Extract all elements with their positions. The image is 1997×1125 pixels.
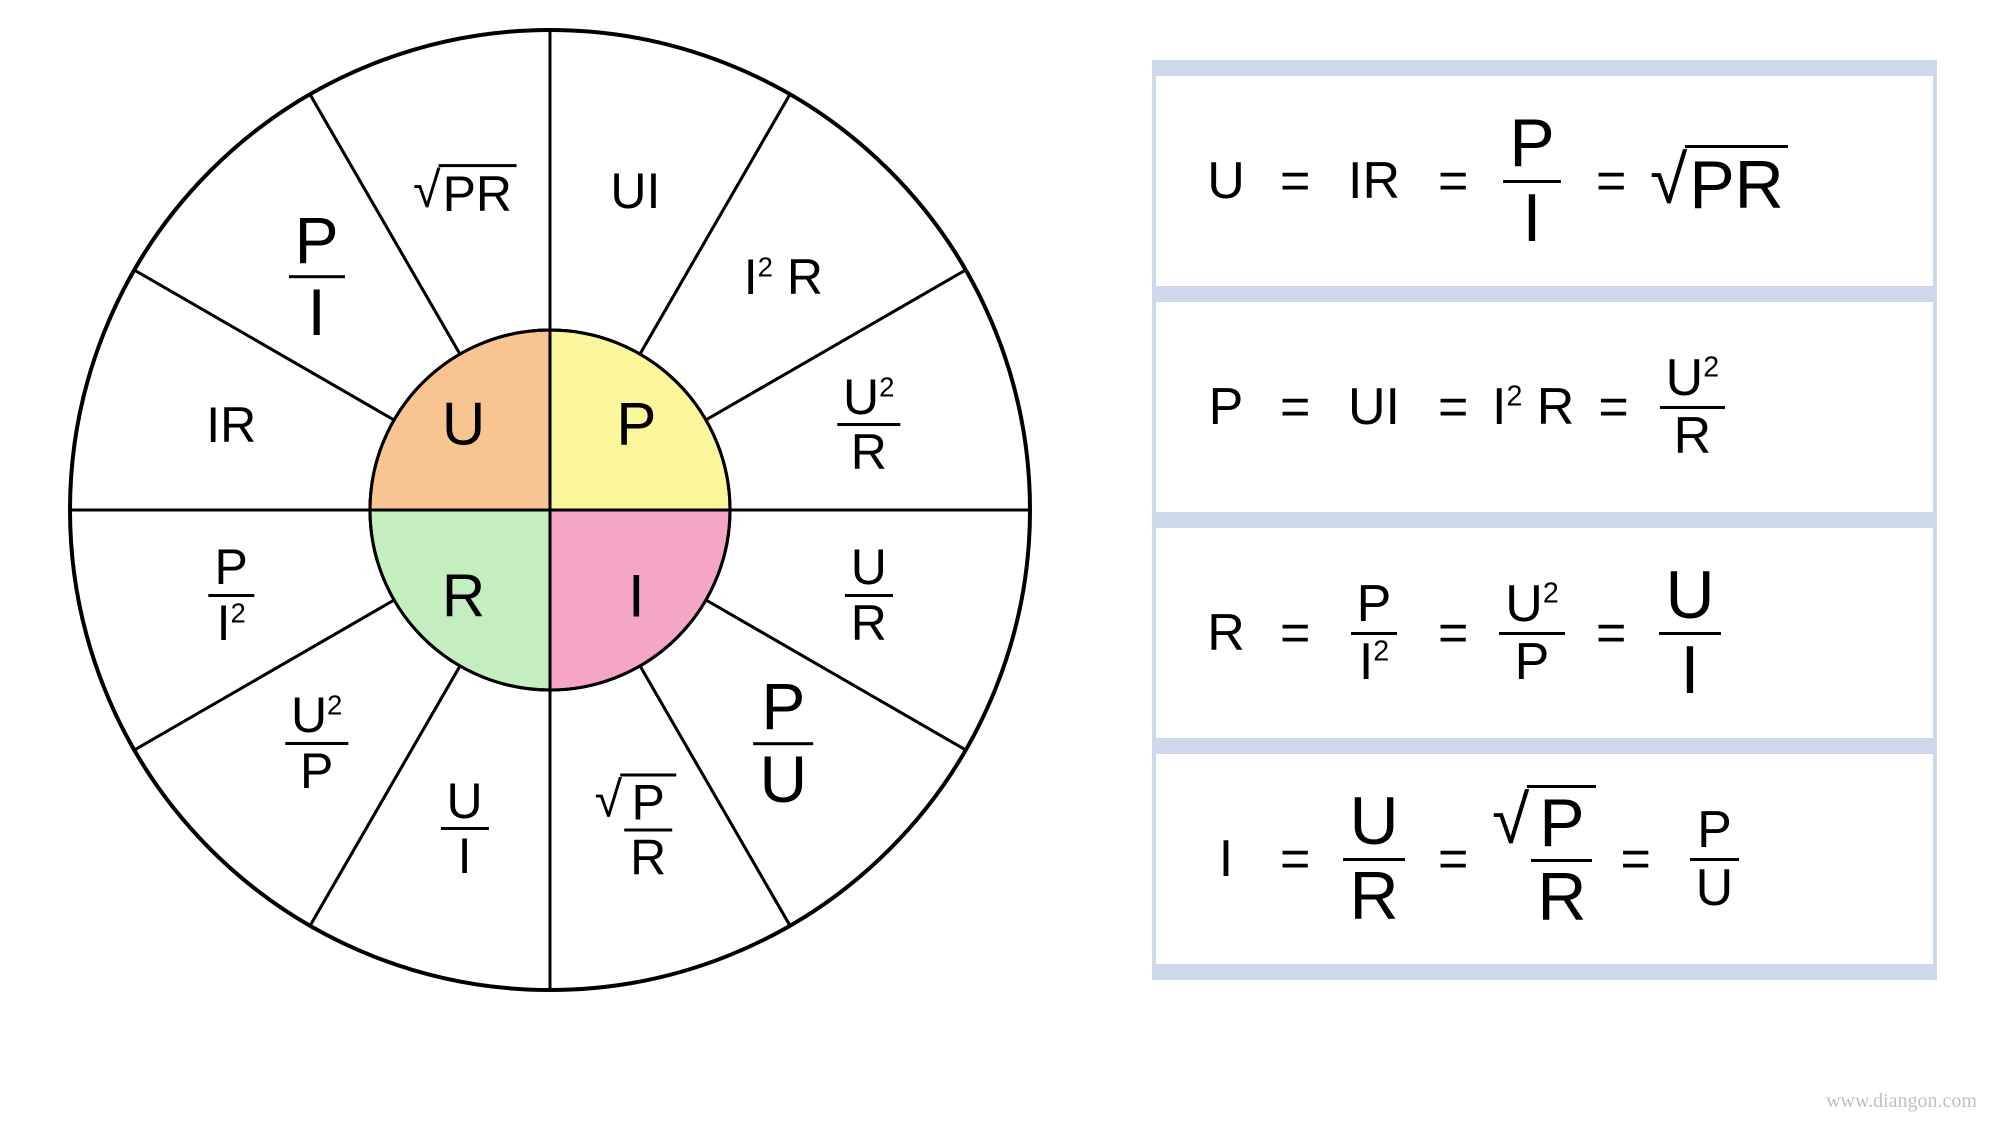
equation-row-u: U = IR = PI = √PR (1152, 76, 1937, 286)
wheel-seg-i-0: UR (845, 541, 893, 649)
eq-divider (1152, 512, 1937, 528)
equals-sign: = (1280, 603, 1310, 663)
eq-term: UR (1334, 786, 1414, 932)
equals-sign: = (1438, 377, 1468, 437)
eq-term: U2R (1652, 351, 1732, 463)
eq-term: IR (1334, 151, 1414, 211)
equals-sign: = (1620, 829, 1650, 889)
eq-divider (1152, 964, 1937, 980)
eq-lhs: U (1196, 151, 1256, 211)
equation-row-p: P = UI = I2 R = U2R (1152, 302, 1937, 512)
eq-term: PI (1492, 108, 1572, 254)
equation-row-r: R = PI2 = U2P = UI (1152, 528, 1937, 738)
wheel-core-r: R (442, 562, 485, 631)
wheel-seg-r-1: U2P (285, 689, 348, 797)
equals-sign: = (1596, 603, 1626, 663)
ohms-law-wheel: U P R I UI I2 R U2R UR PU √PR UI U2P PI2 IR PI √PR (50, 10, 1050, 1010)
eq-divider (1152, 60, 1937, 76)
equations-column: U = IR = PI = √PR P = UI = I2 R = U2R R = PI2 = U2P = UI I = UR… (1152, 60, 1937, 980)
wheel-seg-p-0: UI (610, 162, 660, 220)
wheel-seg-u-0: IR (206, 396, 256, 454)
eq-term: √PR (1650, 140, 1788, 223)
wheel-core-u: U (442, 389, 485, 458)
wheel-seg-p-1: I2 R (744, 248, 823, 306)
eq-divider (1152, 738, 1937, 754)
eq-term: PU (1674, 803, 1754, 915)
wheel-seg-r-2: PI2 (209, 541, 254, 649)
eq-lhs: R (1196, 603, 1256, 663)
eq-term: UI (1334, 377, 1414, 437)
equals-sign: = (1438, 829, 1468, 889)
eq-term: I2 R (1492, 377, 1574, 437)
page: UPRIUII2 RU2RURPU√PRUIU2PPI2IRPI√PR U=IR… (0, 0, 1997, 1125)
wheel-seg-i-1: PU (754, 673, 814, 815)
eq-divider (1152, 286, 1937, 302)
eq-term: PI2 (1334, 577, 1414, 689)
wheel-core-i: I (628, 562, 645, 631)
equals-sign: = (1438, 151, 1468, 211)
equals-sign: = (1596, 151, 1626, 211)
equation-row-i: I = UR = √PR = PU (1152, 754, 1937, 964)
wheel-core-p: P (616, 389, 656, 458)
eq-lhs: I (1196, 829, 1256, 889)
equals-sign: = (1438, 603, 1468, 663)
equals-sign: = (1280, 377, 1310, 437)
equals-sign: = (1598, 377, 1628, 437)
equals-sign: = (1280, 151, 1310, 211)
wheel-seg-u-1: PI (289, 206, 345, 348)
wheel-seg-u-2: √PR (413, 160, 516, 222)
eq-term: √PR (1492, 785, 1596, 934)
wheel-seg-i-2: √PR (595, 773, 677, 884)
eq-lhs: P (1196, 377, 1256, 437)
wheel-seg-p-2: U2R (837, 371, 900, 479)
wheel-seg-r-0: UI (441, 775, 489, 883)
attribution: www.diangon.com (1826, 1090, 1977, 1113)
equals-sign: = (1280, 829, 1310, 889)
eq-term: UI (1650, 560, 1730, 706)
eq-term: U2P (1492, 577, 1572, 689)
